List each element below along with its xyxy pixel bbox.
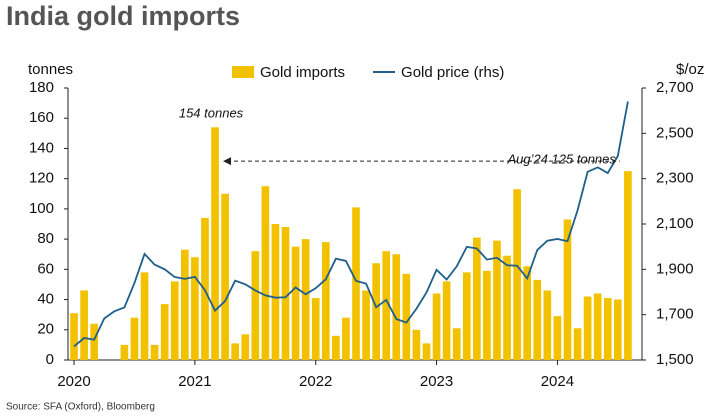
bar <box>452 328 461 360</box>
bar <box>90 323 99 360</box>
bar <box>130 317 139 360</box>
bar <box>442 281 451 360</box>
bar <box>543 290 552 360</box>
bar <box>332 335 340 360</box>
bar <box>140 272 149 360</box>
bar <box>372 263 380 360</box>
bar <box>402 273 411 360</box>
arrow-head <box>223 157 232 166</box>
bar <box>170 281 179 360</box>
y-tick-label: 0 <box>46 351 54 368</box>
bar <box>412 329 421 360</box>
bar <box>573 328 582 360</box>
bar <box>211 127 219 361</box>
legend-swatch <box>232 66 254 78</box>
bar <box>603 298 612 360</box>
bar <box>70 313 78 360</box>
y2-tick-label: 1,700 <box>656 306 694 323</box>
annotation: Aug’24 125 tonnes <box>506 151 616 166</box>
bar <box>291 246 300 360</box>
y-tick-label: 100 <box>29 200 54 217</box>
y2-tick-label: 2,100 <box>656 215 694 232</box>
x-tick-label: 2022 <box>299 373 332 390</box>
bar <box>150 344 159 360</box>
legend-label: Gold imports <box>260 64 345 81</box>
bar <box>180 249 189 360</box>
bar <box>513 189 521 360</box>
bar <box>614 299 622 360</box>
bar <box>352 207 360 360</box>
x-tick-label: 2023 <box>420 373 453 390</box>
y2-tick-label: 1,500 <box>656 351 694 368</box>
bar <box>221 193 229 360</box>
bar <box>301 239 310 360</box>
bar <box>563 219 572 360</box>
y2-tick-label: 2,700 <box>656 79 694 96</box>
y-tick-label: 40 <box>37 291 54 308</box>
y-tick-label: 160 <box>29 109 54 126</box>
bar <box>523 266 532 360</box>
y-tick-label: 80 <box>37 230 54 247</box>
bar <box>553 316 562 360</box>
bar <box>362 290 370 360</box>
bar <box>80 290 88 360</box>
bar <box>321 242 330 360</box>
y-tick-label: 60 <box>37 260 54 277</box>
bar <box>503 255 511 360</box>
y2-tick-label: 2,300 <box>656 170 694 187</box>
bar <box>231 343 239 360</box>
bar <box>191 257 199 360</box>
x-tick-label: 2021 <box>178 373 211 390</box>
x-tick-label: 2024 <box>541 373 574 390</box>
bar <box>311 298 320 360</box>
annotation: 154 tonnes <box>179 105 244 120</box>
bar <box>392 254 401 360</box>
bar <box>261 186 270 360</box>
bar <box>251 251 260 360</box>
bar <box>462 272 471 360</box>
bar <box>432 293 441 360</box>
source: Source: SFA (Oxford), Bloomberg <box>6 402 155 413</box>
y-tick-label: 120 <box>29 170 54 187</box>
y2-axis-label: $/oz <box>676 61 704 78</box>
bar <box>120 344 129 360</box>
price-line <box>73 101 629 348</box>
bar <box>281 227 290 360</box>
y2-tick-label: 2,500 <box>656 124 694 141</box>
bar <box>583 296 592 360</box>
bar <box>624 171 632 360</box>
y-axis-label: tonnes <box>28 61 73 78</box>
y2-tick-label: 1,900 <box>656 260 694 277</box>
bar <box>483 270 491 360</box>
bar <box>382 251 391 360</box>
chart-title: India gold imports <box>6 1 240 31</box>
bar <box>342 317 350 360</box>
y-tick-label: 20 <box>37 321 54 338</box>
x-tick-label: 2020 <box>57 373 90 390</box>
bar <box>473 237 481 360</box>
bar <box>533 279 542 360</box>
bar <box>493 240 501 360</box>
bar <box>160 304 169 360</box>
bar <box>422 343 431 360</box>
y-tick-label: 180 <box>29 79 54 96</box>
bar <box>593 293 602 360</box>
bar <box>271 224 280 360</box>
y-tick-label: 140 <box>29 139 54 156</box>
bar <box>241 334 250 360</box>
legend-label: Gold price (rhs) <box>401 64 504 81</box>
